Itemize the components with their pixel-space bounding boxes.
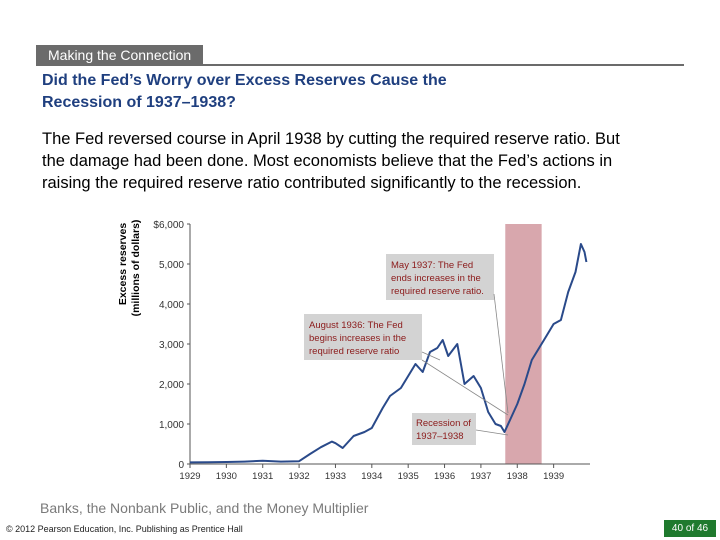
x-tick-label: 1935 — [398, 471, 419, 482]
header-divider — [36, 64, 684, 66]
series-line-excess-reserves — [189, 243, 588, 464]
y-tick-label: 2,000 — [159, 380, 184, 391]
leader-line-aug-1936-a — [421, 351, 441, 361]
annotation-box-may-1937 — [386, 254, 494, 300]
x-tick-label: 1931 — [252, 471, 273, 482]
page-number-badge: 40 of 46 — [664, 520, 716, 537]
y-tick-label: $6,000 — [153, 220, 184, 231]
annotation-aug-1936-line-1: August 1936: The Fed — [309, 320, 403, 331]
x-tick-label: 1932 — [289, 471, 310, 482]
y-axis-label-line-2: (millions of dollars) — [130, 220, 142, 317]
slide-title: Did the Fed’s Worry over Excess Reserves… — [42, 70, 642, 114]
leader-line-may-1937 — [493, 293, 509, 414]
body-paragraph: The Fed reversed course in April 1938 by… — [42, 128, 692, 194]
body-line-3: raising the required reserve ratio contr… — [42, 174, 582, 192]
annotation-may-1937-line-1: May 1937: The Fed — [391, 260, 473, 271]
annotation-aug-1936-line-3: required reserve ratio — [309, 346, 399, 357]
x-tick-label: 1930 — [216, 471, 237, 482]
body-line-2: the damage had been done. Most economist… — [42, 152, 613, 170]
leader-line-recession — [475, 429, 509, 436]
x-tick-label: 1934 — [361, 471, 382, 482]
slide-title-line-2: Recession of 1937–1938? — [42, 94, 236, 111]
y-tick-label: 0 — [178, 460, 184, 471]
y-tick-label: 4,000 — [159, 300, 184, 311]
y-tick-label: 1,000 — [159, 420, 184, 431]
x-tick-label: 1939 — [543, 471, 564, 482]
annotation-may-1937-line-3: required reserve ratio. — [391, 286, 484, 297]
slide-title-line-1: Did the Fed’s Worry over Excess Reserves… — [42, 72, 447, 89]
annotation-may-1937-line-2: ends increases in the — [391, 273, 481, 284]
footer-caption: Banks, the Nonbank Public, and the Money… — [40, 500, 369, 516]
recession-band — [505, 224, 542, 464]
leader-line-aug-1936-b — [421, 359, 509, 416]
annotation-recession-line-1: Recession of — [416, 418, 471, 429]
body-line-1: The Fed reversed course in April 1938 by… — [42, 130, 620, 148]
annotation-recession-line-2: 1937–1938 — [416, 431, 464, 442]
section-tab: Making the Connection — [36, 45, 204, 65]
annotation-box-recession — [412, 413, 476, 445]
x-tick-label: 1933 — [325, 471, 346, 482]
annotation-aug-1936-line-2: begins increases in the — [309, 333, 406, 344]
y-tick-label: 3,000 — [159, 340, 184, 351]
y-tick-label: 5,000 — [159, 260, 184, 271]
copyright-notice: © 2012 Pearson Education, Inc. Publishin… — [6, 524, 243, 534]
x-tick-label: 1937 — [470, 471, 491, 482]
annotation-box-aug-1936 — [304, 314, 422, 360]
x-tick-label: 1938 — [507, 471, 528, 482]
x-tick-label: 1929 — [179, 471, 200, 482]
y-axis-label-line-1: Excess reserves — [117, 223, 129, 305]
x-tick-label: 1936 — [434, 471, 455, 482]
